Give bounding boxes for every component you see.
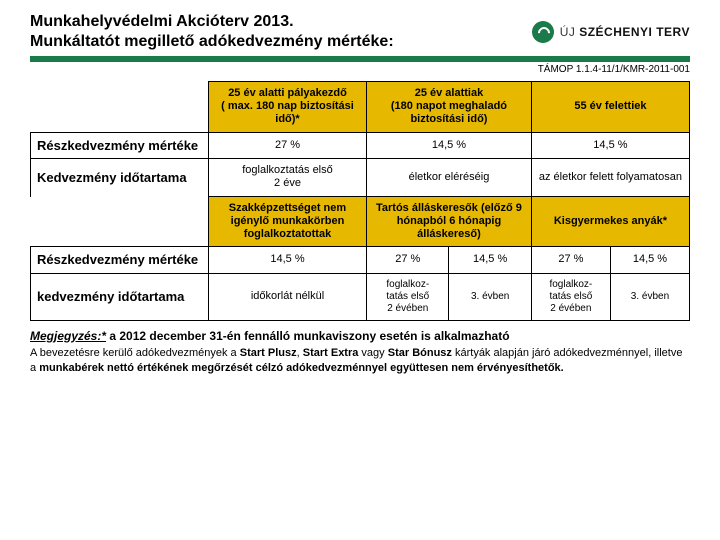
cell: foglalkoz-tatás első2 évében bbox=[531, 273, 610, 320]
cell: 14,5 % bbox=[449, 247, 531, 274]
header-rule bbox=[30, 56, 690, 62]
col-header: 55 év felettiek bbox=[531, 82, 689, 133]
empty-cell bbox=[31, 196, 209, 247]
project-code: TÁMOP 1.1.4-11/1/KMR-2011-001 bbox=[30, 64, 690, 75]
row-header: kedvezmény időtartama bbox=[31, 273, 209, 320]
cell: 3. évben bbox=[449, 273, 531, 320]
cell: 14,5 % bbox=[208, 247, 366, 274]
col-header: Szakképzettséget nem igénylő munkakörben… bbox=[208, 196, 366, 247]
page-title: Munkahelyvédelmi Akcióterv 2013. Munkált… bbox=[30, 12, 394, 52]
cell: 27 % bbox=[208, 132, 366, 159]
footnote-lead: Megjegyzés:* bbox=[30, 329, 106, 343]
szechenyi-logo-icon bbox=[532, 21, 554, 43]
empty-cell bbox=[31, 82, 209, 133]
cell: 14,5 % bbox=[367, 132, 532, 159]
logo-text: ÚJ SZÉCHENYI TERV bbox=[560, 25, 690, 39]
footnote: Megjegyzés:* a 2012 december 31-én fenná… bbox=[30, 329, 690, 375]
cell: 27 % bbox=[367, 247, 449, 274]
cell: 27 % bbox=[531, 247, 610, 274]
table-row: Kedvezmény időtartama foglalkoztatás els… bbox=[31, 159, 690, 196]
row-header: Kedvezmény időtartama bbox=[31, 159, 209, 196]
cell: életkor eléréséig bbox=[367, 159, 532, 196]
table-row: Szakképzettséget nem igénylő munkakörben… bbox=[31, 196, 690, 247]
fn-b4: munkabérek nettó értékének megőrzését cé… bbox=[39, 362, 564, 374]
footnote-small: A bevezetésre kerülő adókedvezmények a S… bbox=[30, 346, 690, 375]
fn-b3: Star Bónusz bbox=[388, 347, 452, 359]
fn-b1: Start Plusz bbox=[240, 347, 297, 359]
logo-text-1: ÚJ bbox=[560, 25, 580, 39]
fn-b2: Start Extra bbox=[303, 347, 359, 359]
row-header: Részkedvezmény mértéke bbox=[31, 132, 209, 159]
cell: 14,5 % bbox=[531, 132, 689, 159]
table-row: kedvezmény időtartama időkorlát nélkül f… bbox=[31, 273, 690, 320]
logo-text-2: SZÉCHENYI TERV bbox=[579, 25, 690, 39]
cell: foglalkoz-tatás első2 évében bbox=[367, 273, 449, 320]
cell: az életkor felett folyamatosan bbox=[531, 159, 689, 196]
row-header: Részkedvezmény mértéke bbox=[31, 247, 209, 274]
table-row: Részkedvezmény mértéke 14,5 % 27 % 14,5 … bbox=[31, 247, 690, 274]
col-header: 25 év alattiak(180 napot meghaladó bizto… bbox=[367, 82, 532, 133]
cell: időkorlát nélkül bbox=[208, 273, 366, 320]
cell: 14,5 % bbox=[610, 247, 689, 274]
col-header: Tartós álláskeresők (előző 9 hónapból 6 … bbox=[367, 196, 532, 247]
table-age-groups: 25 év alatti pályakezdő( max. 180 nap bi… bbox=[30, 81, 690, 197]
cell: 3. évben bbox=[610, 273, 689, 320]
table-categories: Szakképzettséget nem igénylő munkakörben… bbox=[30, 196, 690, 321]
fn-t1: A bevezetésre kerülő adókedvezmények a bbox=[30, 347, 240, 359]
footnote-bold: a 2012 december 31-én fennálló munkavisz… bbox=[106, 329, 510, 343]
logo: ÚJ SZÉCHENYI TERV bbox=[532, 21, 690, 43]
table-row: 25 év alatti pályakezdő( max. 180 nap bi… bbox=[31, 82, 690, 133]
table-row: Részkedvezmény mértéke 27 % 14,5 % 14,5 … bbox=[31, 132, 690, 159]
col-header: 25 év alatti pályakezdő( max. 180 nap bi… bbox=[208, 82, 366, 133]
col-header: Kisgyermekes anyák* bbox=[531, 196, 689, 247]
title-line-1: Munkahelyvédelmi Akcióterv 2013. bbox=[30, 13, 294, 30]
cell: foglalkoztatás első2 éve bbox=[208, 159, 366, 196]
title-line-2: Munkáltatót megillető adókedvezmény mért… bbox=[30, 33, 394, 50]
header: Munkahelyvédelmi Akcióterv 2013. Munkált… bbox=[30, 12, 690, 52]
fn-t3: vagy bbox=[358, 347, 387, 359]
